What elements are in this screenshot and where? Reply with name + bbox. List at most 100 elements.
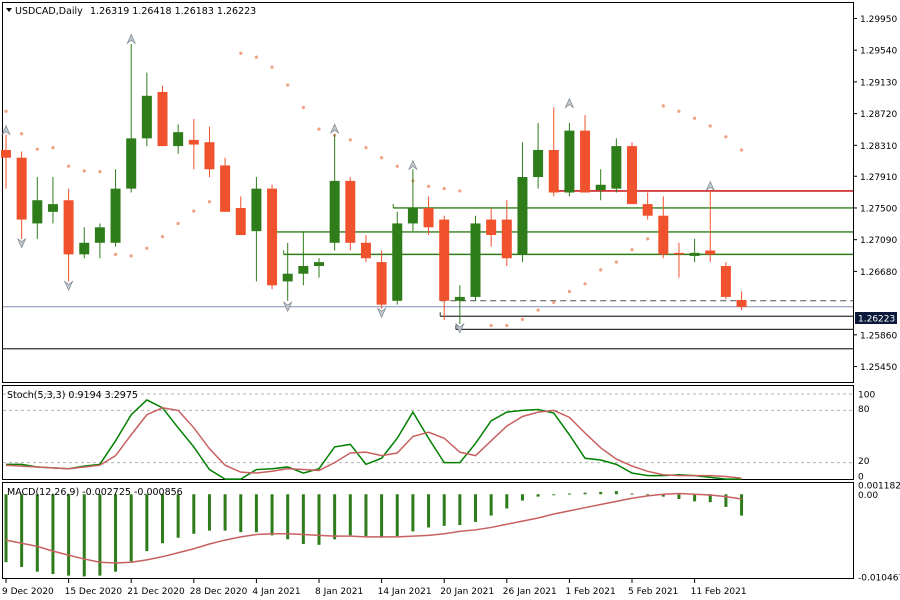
fractal-down-arrow — [376, 307, 387, 319]
fractal-up-arrow — [329, 123, 340, 135]
macd-histogram-bar — [301, 494, 305, 545]
sar-dot — [20, 132, 24, 136]
candle-body — [533, 149, 544, 178]
date-tick-label: 9 Dec 2020 — [2, 587, 54, 597]
macd-histogram-bar — [4, 494, 8, 563]
sar-dot — [82, 169, 86, 173]
macd-histogram-bar — [270, 494, 274, 536]
candle-body — [548, 149, 559, 193]
candle-body — [580, 130, 591, 193]
candle-body — [470, 223, 481, 297]
macd-histogram-bar — [286, 494, 290, 540]
candle-body — [517, 177, 528, 255]
macd-pane[interactable] — [2, 482, 854, 579]
candle-body — [673, 252, 684, 255]
macd-histogram-bar — [646, 494, 650, 496]
date-tick-label: 5 Feb 2021 — [628, 587, 678, 597]
macd-histogram-bar — [114, 494, 118, 572]
macd-histogram-bar — [129, 494, 133, 562]
macd-histogram-bar — [380, 494, 384, 538]
stoch-tick-label: 80 — [858, 405, 870, 415]
macd-histogram-bar — [520, 494, 524, 501]
fractal-up-arrow — [126, 33, 136, 45]
sar-dot — [254, 55, 258, 59]
fractal-down-arrow — [282, 301, 293, 312]
candle-body — [79, 242, 90, 255]
candle-body — [611, 146, 622, 189]
sar-dot — [67, 164, 71, 168]
macd-histogram-bar — [207, 494, 211, 531]
sar-dot — [458, 189, 462, 193]
triangle-down-icon[interactable] — [6, 8, 12, 12]
date-tick-label: 1 Feb 2021 — [565, 587, 615, 597]
sar-dot — [646, 237, 650, 241]
sar-dot — [708, 124, 712, 128]
candle-body — [392, 223, 403, 301]
date-tick-label: 26 Jan 2021 — [503, 587, 557, 597]
macd-histogram-bar — [677, 494, 681, 500]
macd-histogram-bar — [98, 494, 102, 576]
macd-histogram-bar — [708, 494, 712, 503]
candle-body — [220, 165, 231, 212]
sar-dot — [270, 65, 274, 69]
sar-dot — [567, 289, 572, 294]
fractal-up-arrow — [408, 159, 418, 171]
candle-body — [501, 219, 512, 259]
macd-histogram-bar — [505, 494, 509, 509]
stoch-tick-label: 20 — [858, 457, 870, 467]
candle-body — [642, 204, 653, 216]
candle-body — [314, 262, 324, 266]
date-tick-label: 14 Jan 2021 — [378, 587, 432, 597]
stoch-tick-label: 0 — [858, 473, 864, 483]
macd-histogram-bar — [348, 494, 352, 536]
sar-dot — [520, 317, 525, 321]
candle-body — [360, 242, 371, 259]
sar-dot — [317, 127, 321, 131]
macd-histogram-bar — [239, 494, 243, 533]
candle-body — [282, 273, 293, 282]
sar-dot — [442, 187, 446, 191]
macd-histogram-bar — [489, 494, 493, 516]
sar-dot — [113, 252, 118, 256]
macd-histogram-bar — [427, 494, 431, 528]
macd-histogram-bar — [20, 494, 24, 567]
candle-body — [63, 200, 74, 255]
macd-histogram-bar — [35, 494, 39, 572]
candle-body — [32, 200, 43, 224]
fractal-up-arrow — [705, 180, 715, 192]
candle-body — [423, 207, 434, 228]
price-tick-label: 1.29540 — [860, 47, 897, 57]
sar-dot — [739, 148, 744, 152]
macd-histogram-bar — [192, 494, 196, 534]
candle-body — [204, 142, 215, 170]
macd-histogram-bar — [82, 494, 86, 577]
macd-histogram-bar — [474, 494, 477, 522]
candle-body — [658, 215, 669, 255]
candle-body — [94, 227, 105, 243]
stoch-pane[interactable] — [2, 385, 854, 480]
current-price-tag — [855, 312, 897, 324]
sar-dot — [176, 221, 180, 226]
sar-dot — [301, 105, 305, 110]
stoch-main-line — [6, 399, 742, 480]
candle-body — [157, 91, 168, 147]
candle-body — [188, 139, 199, 145]
ohlc-label: 1.26319 1.26418 1.26183 1.26223 — [90, 6, 256, 17]
stoch-layer — [3, 393, 853, 480]
sar-dot — [552, 300, 556, 304]
fractal-down-arrow — [455, 322, 465, 334]
sar-dot — [380, 156, 384, 160]
sar-dot — [286, 83, 290, 87]
sar-dot — [239, 51, 243, 55]
sar-dot — [192, 209, 196, 213]
price-pane[interactable] — [2, 2, 854, 383]
price-tick-label: 1.29950 — [860, 15, 897, 25]
sar-dot — [4, 109, 8, 113]
sar-dot — [395, 164, 399, 168]
fractal-down-arrow — [16, 237, 27, 249]
macd-histogram-bar — [317, 494, 321, 545]
candle-body — [376, 262, 387, 305]
candle-body — [298, 265, 309, 274]
date-tick-label: 28 Dec 2020 — [190, 587, 248, 597]
